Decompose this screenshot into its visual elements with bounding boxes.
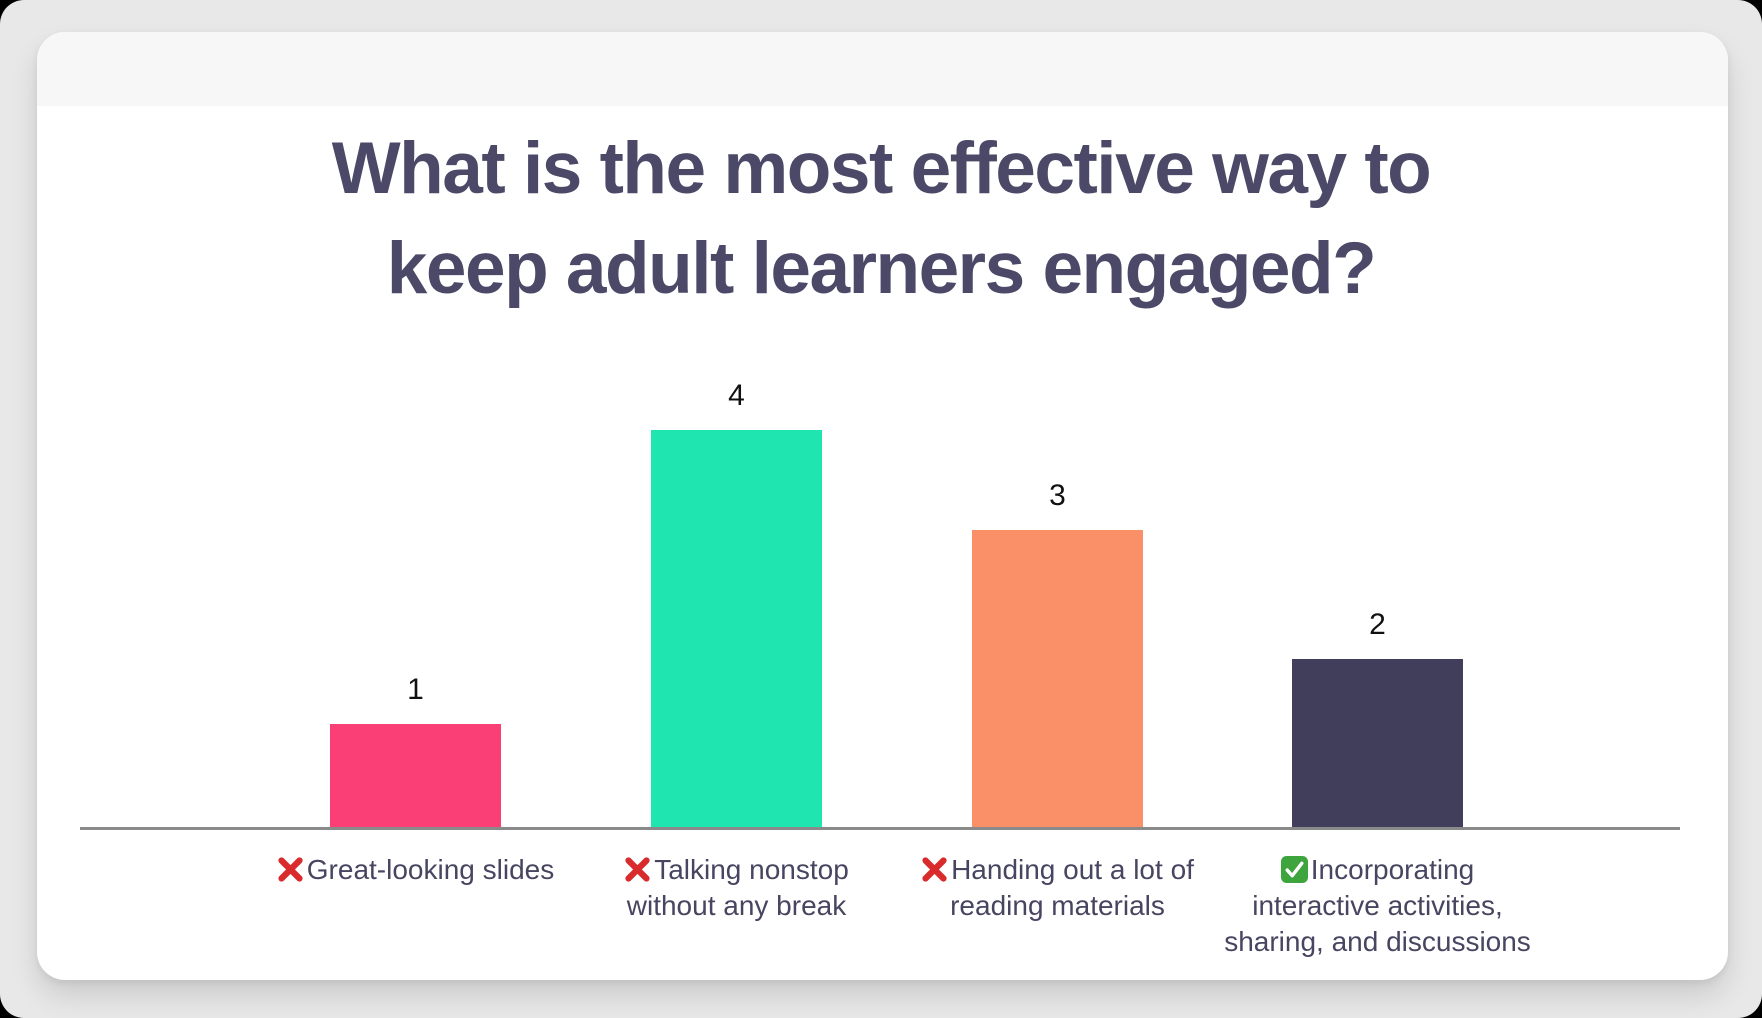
option-label-line: Incorporating <box>1198 852 1558 888</box>
bar-value-label: 1 <box>407 673 424 706</box>
option-label-text: Incorporating <box>1310 854 1475 885</box>
cross-icon <box>278 857 303 882</box>
option-label-line: reading materials <box>878 888 1238 924</box>
bar-option-2 <box>651 430 822 827</box>
bar-value-label: 2 <box>1369 608 1386 641</box>
option-label-text: interactive activities, <box>1252 890 1503 921</box>
bar-option-4 <box>1292 659 1463 827</box>
poll-slide-card <box>37 32 1728 980</box>
bar-option-3 <box>972 530 1143 827</box>
option-label-2: Talking nonstop without any break <box>557 852 917 924</box>
option-label-line: Great-looking slides <box>236 852 596 888</box>
option-label-3: Handing out a lot of reading materials <box>878 852 1238 924</box>
cross-icon <box>922 857 947 882</box>
option-label-line: Talking nonstop <box>557 852 917 888</box>
poll-question-text: What is the most effective way to keep a… <box>331 128 1432 309</box>
option-label-text: Handing out a lot of <box>951 854 1194 885</box>
option-label-text: reading materials <box>950 890 1165 921</box>
bar-value-label: 3 <box>1049 479 1066 512</box>
option-label-line: interactive activities, <box>1198 888 1558 924</box>
option-label-4: Incorporating interactive activities, shar… <box>1198 852 1558 960</box>
poll-question-title: What is the most effective way to keep a… <box>0 119 1762 319</box>
option-label-text: without any break <box>626 890 847 921</box>
check-icon <box>1280 856 1308 883</box>
option-label-1: Great-looking slides <box>236 852 596 888</box>
option-label-line: Handing out a lot of <box>878 852 1238 888</box>
card-header-strip <box>37 32 1728 106</box>
bar-option-1 <box>330 724 501 827</box>
bar-value-label: 4 <box>728 379 745 412</box>
option-label-text: Talking nonstop <box>654 854 849 885</box>
cross-icon <box>625 857 650 882</box>
option-label-text: sharing, and discussions <box>1224 926 1531 957</box>
option-label-line: sharing, and discussions <box>1198 924 1558 960</box>
x-axis-line <box>80 827 1680 830</box>
option-label-line: without any break <box>557 888 917 924</box>
option-label-text: Great-looking slides <box>306 854 555 885</box>
